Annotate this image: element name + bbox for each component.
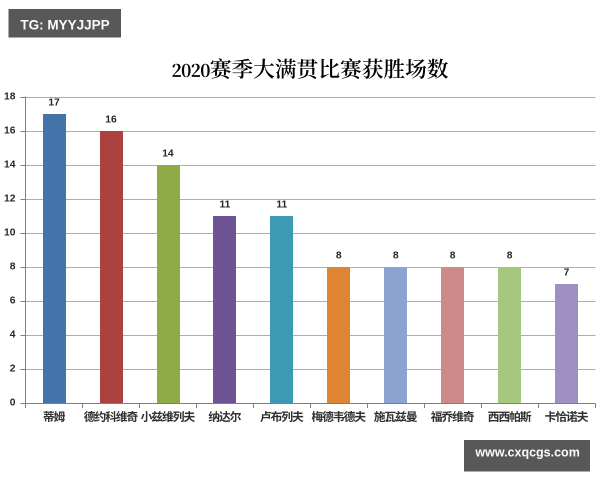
svg-text:8: 8 [450,250,456,261]
svg-text:0: 0 [10,398,16,409]
svg-text:8: 8 [336,250,342,261]
svg-text:16: 16 [105,114,117,125]
svg-text:6: 6 [10,296,16,307]
svg-text:11: 11 [219,199,230,210]
svg-text:TG: MYYJJPP: TG: MYYJJPP [20,18,109,33]
svg-text:4: 4 [10,330,16,341]
svg-text:12: 12 [4,194,16,205]
svg-text:7: 7 [564,267,570,278]
svg-text:17: 17 [48,97,60,108]
svg-text:8: 8 [10,262,16,273]
svg-text:11: 11 [276,199,287,210]
svg-text:14: 14 [162,148,174,159]
svg-text:18: 18 [4,92,16,103]
svg-text:16: 16 [4,126,16,137]
svg-text:www.cxqcgs.com: www.cxqcgs.com [474,446,579,460]
svg-text:10: 10 [4,228,16,239]
svg-text:8: 8 [507,250,513,261]
svg-text:2: 2 [10,364,16,375]
svg-text:14: 14 [4,160,16,171]
svg-text:8: 8 [393,250,399,261]
